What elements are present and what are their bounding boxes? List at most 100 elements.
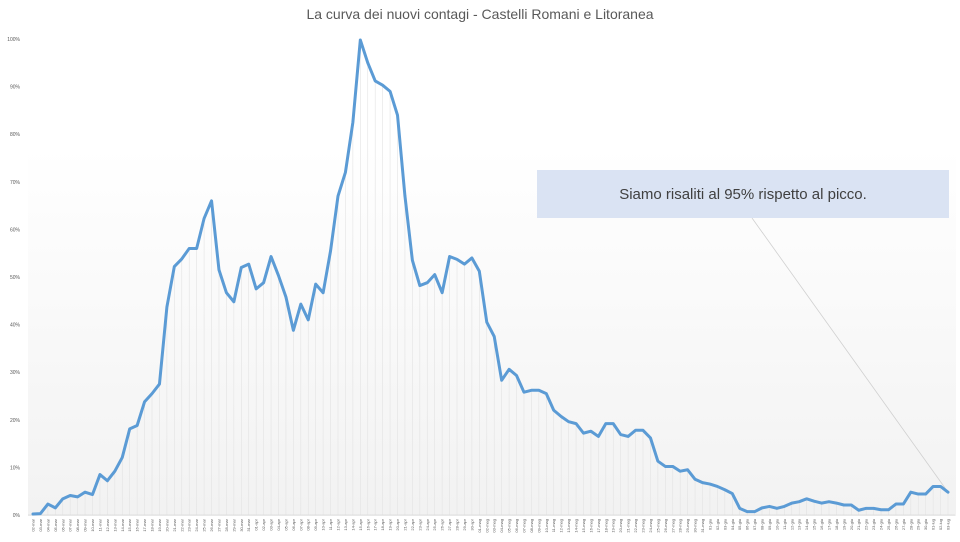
data-point [218, 269, 220, 271]
y-tick-label: 100% [7, 37, 20, 43]
data-point [352, 121, 354, 123]
x-tick-label: 29-apr [462, 518, 467, 530]
x-tick-label: 09-mag [536, 519, 541, 533]
x-tick-label: 31-mar [246, 518, 251, 531]
x-tick-label: 02-mar [31, 518, 36, 531]
x-tick-label: 12-giu [789, 519, 794, 530]
data-point [181, 258, 183, 260]
data-point [210, 200, 213, 202]
data-point [69, 494, 71, 497]
x-tick-label: 22-giu [864, 519, 869, 530]
x-tick-label: 27-mar [216, 518, 221, 531]
data-point [240, 266, 242, 269]
data-point [292, 329, 294, 331]
x-tick-label: 19-mar [157, 518, 162, 531]
data-point [649, 437, 652, 439]
y-tick-label: 40% [10, 323, 21, 329]
x-tick-label: 22-mar [179, 518, 184, 531]
x-tick-label: 26-mag [663, 519, 668, 533]
x-tick-label: 02-apr [261, 518, 266, 530]
data-point [664, 465, 666, 468]
data-point [553, 409, 555, 411]
data-point [396, 114, 399, 116]
data-point [880, 509, 882, 511]
x-tick-label: 21-apr [402, 518, 407, 530]
data-point [887, 509, 890, 511]
x-tick-label: 13-giu [797, 519, 802, 530]
x-tick-label: 28-mar [224, 518, 229, 531]
x-tick-label: 06-mag [514, 519, 519, 533]
x-tick-label: 01-giu [707, 519, 712, 530]
data-point [62, 498, 64, 500]
x-tick-label: 03-apr [269, 518, 274, 530]
x-tick-label: 02-giu [715, 519, 720, 530]
annotation-box: Siamo risaliti al 95% rispetto al picco. [537, 170, 949, 218]
x-tick-label: 09-apr [313, 518, 318, 530]
data-point [798, 501, 800, 503]
data-point [233, 301, 235, 303]
data-point [158, 383, 161, 385]
data-point [724, 489, 726, 491]
x-tick-label: 01-apr [254, 518, 259, 530]
x-tick-label: 24-giu [879, 519, 884, 530]
data-point [456, 258, 458, 260]
x-tick-label: 28-apr [455, 518, 460, 530]
x-tick-label: 04-mar [45, 518, 50, 531]
x-tick-label: 31-mag [700, 519, 705, 533]
data-point [114, 470, 116, 472]
data-point [634, 429, 637, 431]
data-point [39, 512, 42, 515]
x-tick-label: 07-giu [752, 519, 757, 530]
data-point [173, 265, 175, 268]
data-point [560, 415, 562, 418]
data-point [545, 393, 547, 395]
data-point [300, 303, 302, 305]
x-tick-label: 15-mag [581, 519, 586, 533]
data-point [315, 283, 317, 285]
data-point [917, 493, 919, 495]
data-point [761, 507, 763, 509]
x-tick-label: 25-mar [202, 518, 207, 531]
data-point [270, 255, 272, 258]
x-tick-label: 30-apr [469, 518, 474, 530]
data-point [419, 284, 421, 287]
data-point [687, 469, 689, 471]
x-tick-label: 05-giu [737, 519, 742, 530]
data-point [263, 282, 265, 284]
x-tick-label: 20-mag [618, 519, 623, 533]
y-tick-label: 60% [10, 227, 21, 233]
data-point [679, 470, 681, 472]
data-point [597, 435, 599, 438]
x-tick-label: 22-apr [410, 518, 415, 530]
y-tick-label: 90% [10, 85, 21, 91]
data-point [285, 296, 287, 298]
data-point [657, 460, 659, 462]
x-tick-label: 23-mag [641, 519, 646, 533]
data-point [106, 480, 108, 482]
data-point [694, 478, 696, 480]
data-point [813, 500, 815, 502]
x-tick-label: 11-mar [97, 518, 102, 531]
series-line [31, 38, 950, 516]
data-point [322, 292, 324, 294]
data-point [746, 511, 748, 513]
x-tick-label: 17-giu [826, 519, 831, 530]
data-point [463, 263, 466, 265]
x-tick-label: 29-mar [231, 518, 236, 531]
x-tick-label: 11-apr [328, 518, 333, 530]
data-point [426, 282, 428, 284]
data-point [850, 504, 852, 506]
data-point [701, 482, 704, 484]
annotation-pointer [751, 217, 949, 493]
x-tick-label: 15-giu [812, 519, 817, 530]
data-point [575, 423, 577, 425]
x-tick-label: 16-mag [588, 519, 593, 533]
data-point [828, 501, 830, 503]
x-tick-label: 08-apr [306, 518, 311, 530]
y-tick-label: 20% [10, 418, 21, 424]
data-point [129, 428, 131, 430]
data-point [203, 217, 205, 220]
drop-lines [32, 39, 949, 515]
data-point [627, 435, 629, 438]
x-tick-label: 26-apr [440, 518, 445, 530]
